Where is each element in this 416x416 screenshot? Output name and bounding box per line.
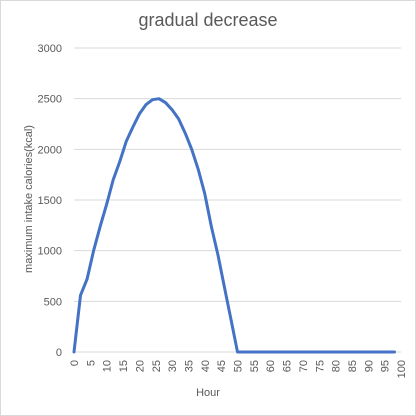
x-tick-label: 45 <box>216 360 228 372</box>
y-tick-label: 2000 <box>38 144 62 156</box>
x-tick-label: 30 <box>167 360 179 372</box>
x-tick-label: 70 <box>298 360 310 372</box>
x-tick-label: 65 <box>282 360 294 372</box>
x-tick-label: 35 <box>183 360 195 372</box>
x-tick-label: 90 <box>363 360 375 372</box>
series-group <box>72 97 396 354</box>
x-tick-label: 55 <box>249 360 261 372</box>
x-tick-label: 0 <box>69 360 81 366</box>
series-line-0 <box>72 97 396 354</box>
y-tick-label: 1000 <box>38 246 62 258</box>
x-tick-label: 50 <box>233 360 245 372</box>
y-tick-labels: 0 500 1000 1500 2000 2500 3000 <box>38 43 62 359</box>
x-tick-label: 10 <box>102 360 114 372</box>
y-tick-label: 2500 <box>38 94 62 106</box>
y-tick-label: 3000 <box>38 43 62 55</box>
x-tick-labels: 0 5 10 15 20 25 30 35 40 45 50 55 60 65 70 75 80 85 90 95 10… <box>69 360 408 378</box>
y-tick-label: 1500 <box>38 195 62 207</box>
x-tick-label: 20 <box>134 360 146 372</box>
y-tick-label: 0 <box>56 347 62 359</box>
x-tick-label: 40 <box>200 360 212 372</box>
x-tick-label: 15 <box>118 360 130 372</box>
x-tick-label: 60 <box>265 360 277 372</box>
x-tick-label: 85 <box>347 360 359 372</box>
gridlines <box>74 47 401 353</box>
x-tick-label: 75 <box>314 360 326 372</box>
x-tick-label: 100 <box>396 360 408 378</box>
x-tick-label: 95 <box>380 360 392 372</box>
x-tick-label: 25 <box>151 360 163 372</box>
x-tick-label: 5 <box>85 360 97 366</box>
chart-title: gradual decrease <box>138 10 278 30</box>
x-tick-label: 80 <box>331 360 343 372</box>
x-axis-title: Hour <box>196 387 220 399</box>
y-tick-label: 500 <box>44 296 62 308</box>
